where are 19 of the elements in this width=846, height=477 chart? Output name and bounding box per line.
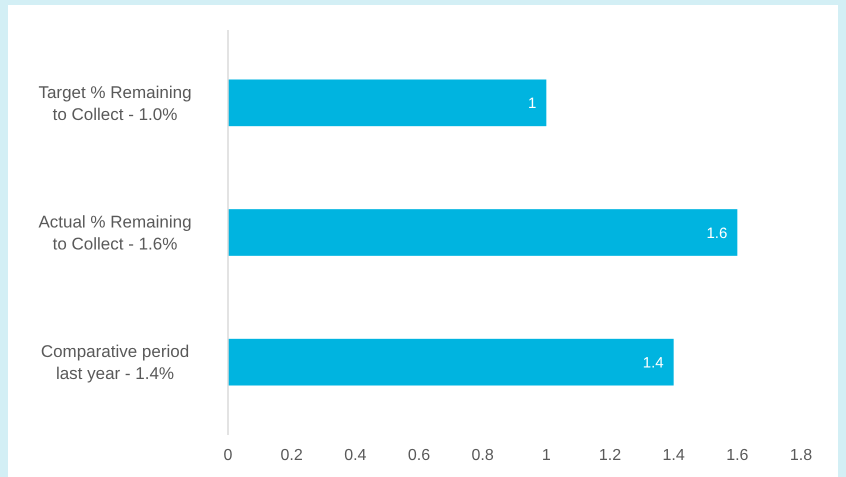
data-label: 1.4 bbox=[642, 354, 664, 372]
x-tick-label: 0 bbox=[224, 447, 233, 464]
x-tick-label: 1.6 bbox=[726, 447, 749, 464]
bar bbox=[228, 79, 546, 126]
x-tick-label: 1.8 bbox=[790, 447, 812, 464]
y-tick-label: Actual % Remaining to Collect - 1.6% bbox=[38, 212, 192, 254]
x-tick-label: 0.6 bbox=[408, 447, 430, 464]
x-tick-label: 0.8 bbox=[472, 447, 494, 464]
x-tick-label: 0.2 bbox=[280, 447, 303, 464]
y-tick-label: Comparative period last year - 1.4% bbox=[40, 342, 190, 384]
data-label: 1 bbox=[528, 95, 536, 112]
x-tick-label: 1 bbox=[542, 447, 551, 464]
y-tick-label: Target % Remaining to Collect - 1.0% bbox=[38, 82, 192, 124]
bar bbox=[228, 209, 738, 256]
x-tick-label: 1.2 bbox=[598, 447, 622, 464]
bar bbox=[228, 338, 674, 386]
data-label: 1.6 bbox=[706, 224, 728, 242]
x-tick-label: 0.4 bbox=[344, 447, 367, 464]
x-tick-label: 1.4 bbox=[662, 447, 685, 464]
